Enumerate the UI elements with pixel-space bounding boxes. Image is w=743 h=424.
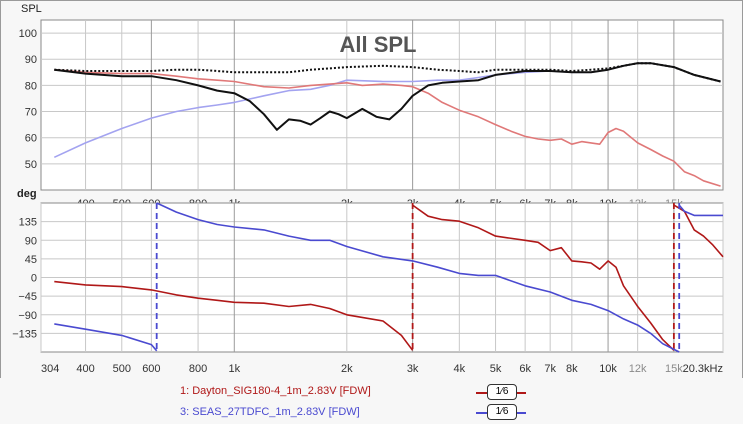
plot-area	[40, 19, 724, 191]
y-tick-label: 135	[19, 217, 37, 229]
x-tick-label: 500	[113, 363, 131, 375]
y-tick-label: 90	[25, 54, 37, 66]
x-tick-label: 10k	[599, 363, 617, 375]
chart-title: All SPL	[339, 32, 416, 57]
series-line-seas-phase	[54, 323, 158, 352]
x-tick-label: 15k	[665, 363, 683, 375]
x-tick-label: 600	[142, 363, 160, 375]
legend-entry-seas[interactable]: 3: SEAS_27TDFC_1m_2.83V [FDW]	[180, 406, 360, 418]
x-tick-label: 20.3kHz	[683, 363, 723, 375]
plot-panel-phase	[40, 202, 724, 353]
y-tick-label: 50	[25, 159, 37, 171]
y-tick-label: 60	[25, 133, 37, 145]
x-tick-label: 400	[76, 363, 94, 375]
y-tick-label: 100	[19, 28, 37, 40]
x-tick-label: 4k	[454, 363, 466, 375]
y-axis-title: deg	[17, 188, 37, 200]
smoothing-button-dayton[interactable]: 1⁄6	[487, 384, 517, 400]
x-tick-label: 2k	[341, 363, 353, 375]
legend-entry-dayton[interactable]: 1: Dayton_SIG180-4_1m_2.83V [FDW]	[180, 385, 371, 397]
x-tick-label: 6k	[519, 363, 531, 375]
plot-panel-spl	[40, 19, 724, 191]
series-line-total-spl	[54, 62, 721, 131]
x-tick-label: 304	[41, 363, 59, 375]
y-axis-title: SPL	[21, 3, 42, 15]
series-line-power-sum	[54, 62, 721, 83]
y-tick-label: −90	[18, 310, 37, 322]
x-tick-label: 5k	[490, 363, 502, 375]
x-tick-label: 12k	[629, 363, 647, 375]
x-tick-label: 1k	[228, 363, 240, 375]
y-tick-label: −45	[18, 291, 37, 303]
legend: 1: Dayton_SIG180-4_1m_2.83V [FDW] 1⁄6 3:…	[0, 378, 743, 424]
y-tick-label: 90	[25, 235, 37, 247]
y-tick-label: 0	[31, 273, 37, 285]
series-line-dayton-phase	[54, 280, 414, 351]
series-line-dayton-phase	[412, 204, 675, 351]
x-tick-label: 7k	[544, 363, 556, 375]
x-tick-label: 800	[189, 363, 207, 375]
series-line-dayton-spl	[54, 68, 721, 187]
series-line-seas-phase	[678, 204, 723, 217]
y-tick-label: −135	[12, 328, 37, 340]
series-line-seas-phase	[156, 202, 680, 353]
x-tick-label: 3k	[407, 363, 419, 375]
y-tick-label: 45	[25, 254, 37, 266]
smoothing-button-seas[interactable]: 1⁄6	[487, 404, 517, 420]
x-tick-label: 8k	[566, 363, 578, 375]
y-tick-label: 80	[25, 80, 37, 92]
y-tick-label: 70	[25, 107, 37, 119]
